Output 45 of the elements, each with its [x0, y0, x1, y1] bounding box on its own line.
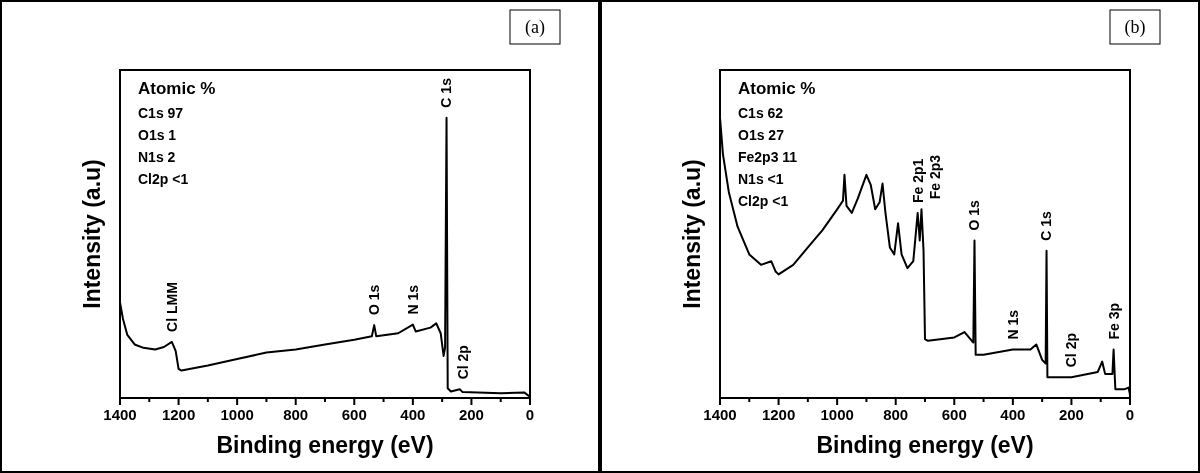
x-tick-label: 1400 — [103, 406, 137, 423]
annotation: Cl 2p — [1063, 333, 1080, 368]
annotation: Cl2p <1 — [738, 193, 789, 209]
x-tick-label: 600 — [941, 406, 967, 423]
text: Atomic % — [138, 79, 216, 98]
x-tick-label: 600 — [341, 406, 367, 423]
chart-title: (a) — [525, 17, 545, 38]
annotation: N 1s — [404, 284, 421, 315]
text: Atomic % — [738, 79, 816, 98]
annotation: Cl LMM — [163, 282, 180, 332]
annotation: Cl2p <1 — [138, 171, 189, 187]
chart-title: (b) — [1124, 17, 1146, 38]
annotation: Cl 2p — [455, 345, 472, 380]
y-axis-title: Intensity (a.u) — [679, 159, 705, 309]
x-tick-label: 1200 — [161, 406, 196, 423]
x-tick-label: 400 — [400, 406, 426, 423]
annotation: N 1s — [1004, 309, 1021, 340]
annotation: C 1s — [1038, 211, 1055, 241]
x-tick-label: 800 — [283, 406, 309, 423]
x-tick-label: 1200 — [761, 406, 796, 423]
annotation: Fe 3p — [1105, 302, 1122, 340]
annotation: N1s 2 — [138, 149, 176, 165]
x-tick-label: 1000 — [820, 406, 854, 423]
x-tick-label: 1000 — [220, 406, 254, 423]
annotation: Fe 2p1 — [909, 158, 926, 203]
x-tick-label: 1400 — [703, 406, 737, 423]
x-tick-label: 200 — [1058, 406, 1084, 423]
x-tick-label: 0 — [1125, 406, 1135, 423]
annotation: O 1s — [966, 199, 983, 231]
x-tick-label: 0 — [525, 406, 535, 423]
annotation: O1s 27 — [738, 127, 785, 143]
annotation: Fe 2p3 — [926, 154, 943, 200]
annotation: O1s 1 — [138, 127, 177, 143]
x-axis-title: Binding energy (eV) — [216, 432, 434, 458]
annotation: C1s 62 — [738, 105, 784, 121]
x-tick-label: 400 — [1000, 406, 1026, 423]
x-axis-title: Binding energy (eV) — [816, 432, 1034, 458]
annotation: C1s 97 — [138, 105, 184, 121]
y-axis-title: Intensity (a.u) — [79, 159, 105, 309]
annotation: C 1s — [438, 77, 455, 108]
annotation: O 1s — [366, 284, 383, 316]
x-tick-label: 200 — [458, 406, 484, 423]
annotation: Fe2p3 11 — [738, 149, 798, 165]
annotation: N1s <1 — [738, 171, 784, 187]
x-tick-label: 800 — [883, 406, 909, 423]
